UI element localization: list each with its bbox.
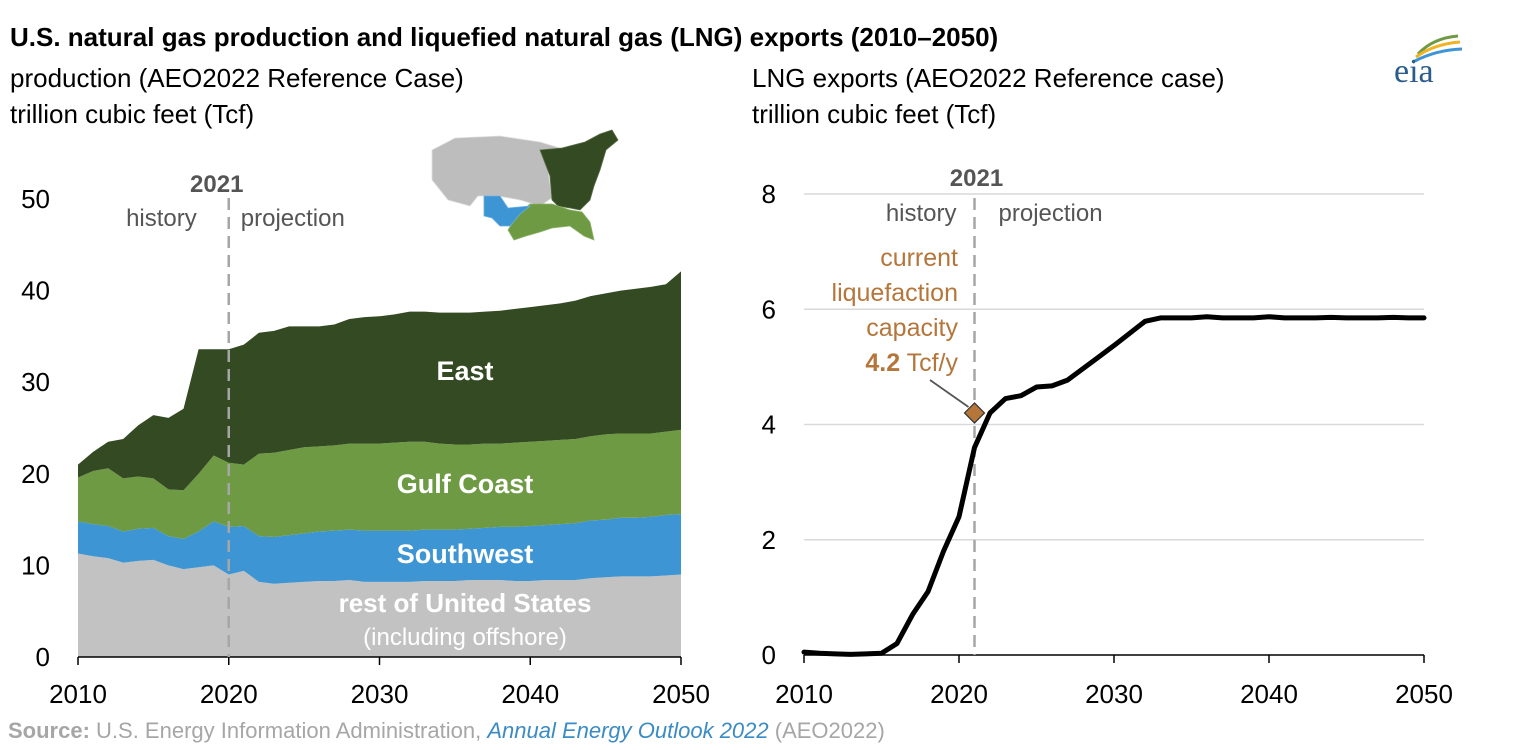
left-x-tick-label: 2020 [200,679,258,709]
annotation-value-unit: Tcf/y [900,349,958,377]
right-x-tick-label: 2040 [1240,679,1298,709]
capacity-marker [963,402,986,424]
right-chart-subtitle: LNG exports (AEO2022 Reference case) [752,63,1225,93]
series-label-southwest: Southwest [397,539,534,569]
series-note: (including offshore) [363,624,567,651]
annotation-leader-line [929,379,970,408]
left-y-tick-label: 10 [21,550,50,580]
map-gulf-region [507,203,595,241]
left-projection-label: projection [241,205,345,232]
annotation-line: current [880,244,958,272]
us-regions-inset-map [431,129,619,241]
source-note: Source: U.S. Energy Information Administ… [8,718,885,744]
right-x-tick-label: 2030 [1085,679,1143,709]
annotation-value: 4.2 Tcf/y [865,349,958,377]
right-x-tick-label: 2010 [775,679,833,709]
right-x-tick-label: 2020 [930,679,988,709]
map-rest-region [431,135,561,207]
left-y-tick-label: 20 [21,459,50,489]
annotation-line: liquefaction [832,279,958,307]
series-label-gulf-coast: Gulf Coast [397,469,534,499]
left-y-tick-label: 50 [21,184,50,214]
right-history-label: history [886,200,957,227]
source-text: U.S. Energy Information Administration, [89,718,488,743]
right-chart-subtitles: LNG exports (AEO2022 Reference case) tri… [752,60,1225,132]
left-y-tick-label: 40 [21,276,50,306]
eia-logo: eia [1394,34,1463,90]
source-link[interactable]: Annual Energy Outlook 2022 [487,718,769,743]
left-chart-subtitle: production (AEO2022 Reference Case) [10,63,464,93]
lng-exports-line-chart: 0 2 4 6 8 2010 2020 2030 2040 2050 2021 history proj… [762,165,1453,709]
left-y-tick-label: 30 [21,367,50,397]
right-y-tick-label: 0 [762,640,776,670]
right-y-tick-label: 8 [762,179,776,209]
left-divider-year: 2021 [190,171,243,198]
right-y-tick-label: 6 [762,294,776,324]
series-label-east: East [436,356,493,386]
series-label-rest-of-united-states: rest of United States [339,588,592,618]
left-chart-subtitles: production (AEO2022 Reference Case) tril… [10,60,464,132]
right-divider-year: 2021 [950,165,1003,192]
left-y-tick-label: 0 [36,642,50,672]
left-x-tick-label: 2010 [49,679,107,709]
right-chart-ylabel: trillion cubic feet (Tcf) [752,99,997,129]
left-history-label: history [126,205,197,232]
left-x-tick-label: 2050 [652,679,710,709]
left-x-tick-label: 2030 [351,679,409,709]
lng-exports-line [801,314,1427,657]
svg-text:eia: eia [1394,53,1434,90]
right-y-tick-label: 2 [762,525,776,555]
source-suffix: (AEO2022) [768,718,885,743]
annotation-line: capacity [866,314,958,342]
annotation-value-bold: 4.2 [865,349,900,377]
source-label: Source: [8,718,90,743]
chart-title: U.S. natural gas production and liquefie… [10,22,999,52]
right-projection-label: projection [999,200,1103,227]
right-x-tick-label: 2050 [1395,679,1453,709]
left-x-tick-label: 2040 [501,679,559,709]
left-chart-ylabel: trillion cubic feet (Tcf) [10,99,255,129]
map-southwest-region [483,195,532,227]
map-east-region [539,129,619,211]
right-y-tick-label: 4 [762,410,776,440]
